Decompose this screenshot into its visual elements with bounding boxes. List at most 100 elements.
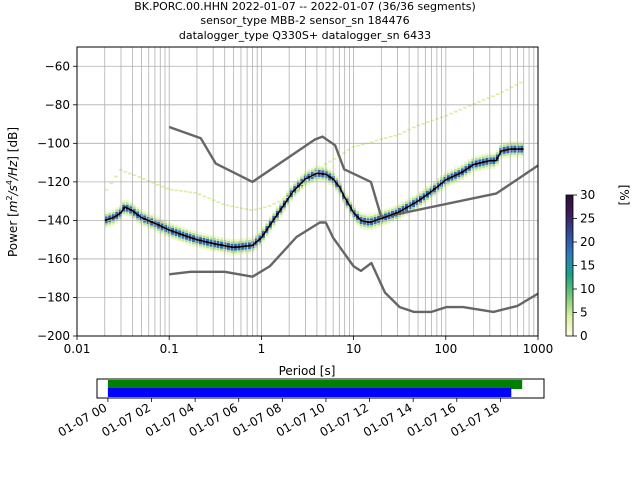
probability-cell (467, 163, 471, 167)
probability-cell (202, 244, 206, 248)
probability-cell (411, 200, 415, 203)
probability-cell (150, 218, 154, 221)
probability-cell (289, 197, 293, 200)
probability-cell (495, 152, 499, 155)
probability-cell (432, 192, 436, 195)
probability-cell (335, 184, 339, 188)
probability-cell (254, 238, 258, 241)
probability-cell (254, 245, 258, 248)
probability-cell (425, 186, 429, 189)
probability-cell (363, 227, 367, 230)
probability-cell (356, 211, 360, 214)
probability-cell-sparse (230, 205, 235, 208)
probability-cell (160, 232, 164, 235)
probability-cell (492, 164, 496, 167)
probability-cell (129, 204, 133, 207)
probability-cell (401, 203, 405, 207)
x-tick-label: 10 (346, 342, 361, 356)
y-tick-label: −60 (45, 59, 70, 73)
probability-cell (125, 202, 129, 205)
probability-cell (118, 209, 122, 212)
probability-cell (254, 236, 258, 239)
probability-cell (481, 158, 485, 161)
colorbar-label: [%] (617, 185, 631, 206)
probability-cell (206, 245, 209, 249)
probability-cell (122, 211, 126, 214)
probability-cell (122, 209, 126, 212)
colorbar-tick-label: 15 (580, 259, 595, 273)
y-tick-label: −140 (37, 213, 70, 227)
probability-cell (237, 250, 241, 253)
probability-cell (314, 165, 318, 168)
probability-cell (146, 223, 150, 227)
probability-cell (345, 198, 349, 201)
probability-cell (464, 172, 468, 176)
probability-cell (464, 175, 468, 178)
probability-cell (289, 185, 293, 188)
probability-cell-sparse (216, 201, 221, 203)
probability-cell (293, 185, 297, 189)
probability-cell-sparse (141, 178, 146, 180)
probability-cell (429, 192, 433, 196)
probability-cell-sparse (346, 149, 351, 151)
probability-cell (310, 167, 314, 170)
probability-cell (474, 169, 478, 172)
probability-cell (460, 163, 464, 167)
probability-cell-sparse (197, 193, 202, 196)
probability-cell (506, 155, 510, 158)
probability-cell (373, 212, 377, 215)
probability-cell (471, 168, 475, 171)
probability-cell-sparse (304, 179, 309, 181)
probability-cell-sparse (342, 152, 346, 154)
probability-cell (499, 157, 503, 160)
probability-cell (104, 214, 108, 217)
probability-cell (338, 183, 342, 186)
probability-cell (460, 166, 464, 169)
probability-cell (104, 220, 108, 224)
probability-cell (415, 193, 419, 196)
probability-cell (293, 190, 297, 193)
probability-cell (296, 189, 300, 192)
probability-cell (425, 188, 429, 191)
probability-cell (418, 195, 422, 199)
probability-cell (125, 200, 129, 203)
probability-cell (164, 234, 168, 237)
probability-cell (143, 215, 147, 218)
probability-cell (296, 191, 300, 194)
probability-cell (485, 153, 489, 156)
probability-cell (380, 210, 384, 213)
probability-cell (398, 217, 402, 220)
probability-cell (181, 231, 185, 234)
probability-cell (129, 211, 133, 214)
probability-cell-sparse (123, 170, 128, 173)
probability-cell (335, 177, 339, 181)
probability-cell (206, 236, 209, 239)
x-tick-label: 1 (258, 342, 266, 356)
title-line-3: datalogger_type Q330S+ datalogger_sn 643… (179, 29, 431, 42)
probability-cell (509, 143, 513, 146)
probability-cell (432, 185, 436, 188)
probability-cell (296, 182, 300, 185)
probability-cell (328, 178, 332, 181)
probability-cell (338, 190, 342, 193)
probability-cell (478, 154, 482, 158)
probability-cell (268, 220, 272, 224)
probability-cell (457, 165, 461, 168)
probability-cell (422, 188, 426, 191)
probability-cell (143, 224, 147, 228)
probability-cell (359, 223, 363, 227)
probability-cell (118, 214, 122, 217)
probability-cell (411, 207, 415, 210)
probability-cell (425, 200, 429, 203)
probability-cell (453, 171, 457, 175)
probability-cell (408, 197, 412, 200)
probability-cell (216, 250, 220, 253)
probability-cell (174, 226, 178, 230)
probability-cell (429, 185, 433, 189)
probability-cell (366, 225, 370, 228)
probability-cell (108, 215, 112, 218)
probability-cell (233, 248, 237, 251)
probability-cell (146, 217, 150, 220)
probability-cell (384, 208, 388, 212)
probability-cell (418, 204, 422, 208)
